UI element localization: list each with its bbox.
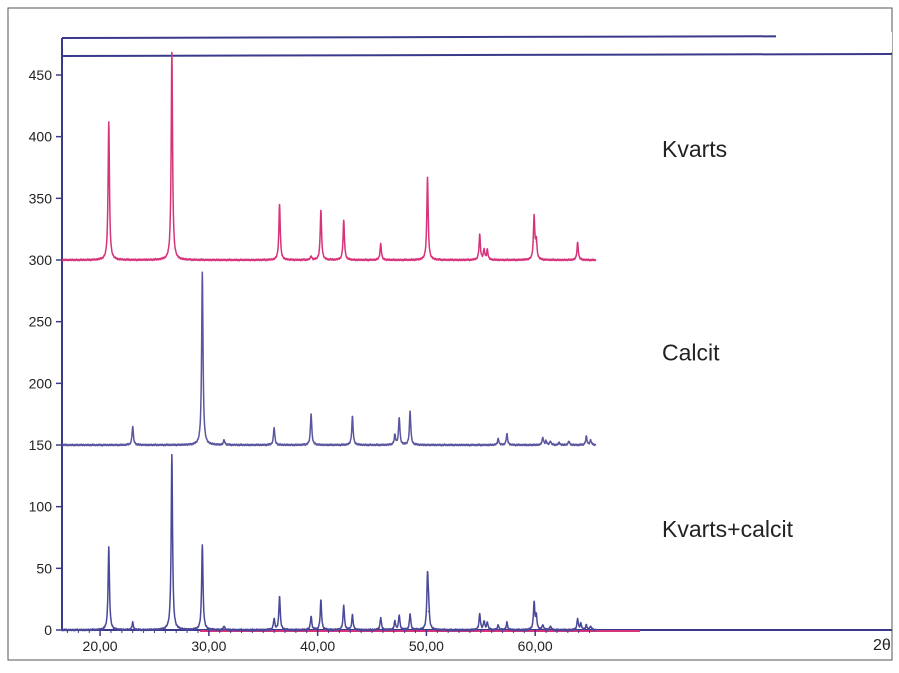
x-tick-label: 20,00 [83, 638, 118, 654]
y-tick-label: 0 [44, 622, 52, 638]
chart-border [7, 7, 893, 661]
peak-point [506, 621, 508, 624]
peak-point [394, 434, 396, 436]
peak-point [486, 621, 489, 624]
peak-point [576, 618, 579, 620]
peak-point [310, 255, 312, 258]
peak-point [542, 624, 544, 626]
series-label: Kvarts [662, 136, 727, 162]
peak-point [585, 435, 588, 438]
x-tick-label: 50,00 [409, 638, 444, 654]
peak-point [427, 610, 430, 613]
y-tick-label: 350 [29, 190, 53, 206]
peak-point [558, 441, 560, 444]
peak-point [342, 604, 345, 607]
peak-point [486, 249, 489, 251]
peak-point [171, 52, 173, 54]
peak-point [533, 602, 535, 604]
peak-point [223, 439, 225, 441]
y-tick-label: 100 [29, 499, 53, 515]
peak-point [576, 241, 579, 244]
x-axis-title: 2θ [873, 637, 891, 654]
peak-point [535, 615, 538, 618]
title-bar-block [776, 32, 892, 52]
x-tick-label: 40,00 [300, 638, 335, 654]
peak-point [483, 249, 485, 251]
axis-ticks-layer: 0 50 100 150 200 250 300 350 400 450 20,00 30,00 40,… [29, 67, 591, 654]
kvarts-trace [61, 51, 597, 262]
x-tick-label: 30,00 [191, 638, 226, 654]
peak-point [278, 595, 281, 598]
y-tick-label: 250 [29, 314, 53, 330]
peak-point [533, 216, 535, 218]
series-labels-layer: Kvarts Calcit Kvarts+calcit [662, 136, 794, 542]
peak-point [506, 433, 508, 435]
peak-point [171, 454, 173, 456]
peak-point [497, 624, 500, 626]
peak-point [131, 425, 134, 428]
peak-point [568, 440, 570, 443]
peak-point [201, 544, 204, 546]
series-label: Calcit [662, 340, 720, 366]
peak-point [585, 624, 588, 626]
peak-point [131, 621, 134, 624]
peak-point [483, 620, 485, 623]
peak-point [310, 615, 312, 618]
y-tick-label: 300 [29, 252, 53, 268]
peak-point [223, 625, 225, 628]
peak-point [478, 613, 481, 615]
top-frame-line-2 [61, 53, 893, 57]
peak-point [107, 121, 110, 123]
peak-point [426, 577, 429, 579]
peak-point [589, 625, 592, 628]
top-frame-line [61, 35, 893, 39]
peak-point [535, 240, 538, 243]
kvarts-calcit-trace [61, 454, 597, 632]
peak-point [549, 625, 552, 628]
peak-point [351, 415, 354, 418]
x-tick-label: 60,00 [518, 638, 553, 654]
peak-point [426, 176, 429, 179]
peak-point [549, 440, 552, 443]
peak-point [379, 243, 382, 245]
y-tick-label: 400 [29, 129, 53, 145]
peak-point [580, 623, 582, 625]
peak-point [478, 234, 481, 237]
y-tick-label: 150 [29, 437, 53, 453]
series-label: Kvarts+calcit [662, 516, 794, 542]
peak-point [589, 439, 592, 441]
y-tick-label: 200 [29, 375, 53, 391]
peak-point [342, 219, 345, 222]
peak-point [497, 438, 500, 440]
series-layer [61, 51, 597, 632]
peak-point [351, 614, 354, 616]
y-tick-label: 450 [29, 67, 53, 83]
peak-point [320, 209, 322, 212]
peak-point [273, 426, 275, 429]
peak-point [278, 203, 281, 206]
peak-point [320, 599, 322, 602]
y-tick-label: 50 [36, 560, 52, 576]
peak-point [398, 614, 401, 616]
peak-point [398, 417, 401, 419]
peak-point [542, 436, 544, 439]
peak-point [394, 620, 396, 623]
peak-point [201, 271, 204, 274]
peak-point [107, 546, 110, 549]
peak-point [379, 616, 382, 619]
peak-point [409, 410, 411, 413]
peak-point [273, 618, 275, 620]
peak-point [545, 440, 547, 443]
peak-point [409, 613, 411, 615]
peak-point [310, 413, 312, 415]
